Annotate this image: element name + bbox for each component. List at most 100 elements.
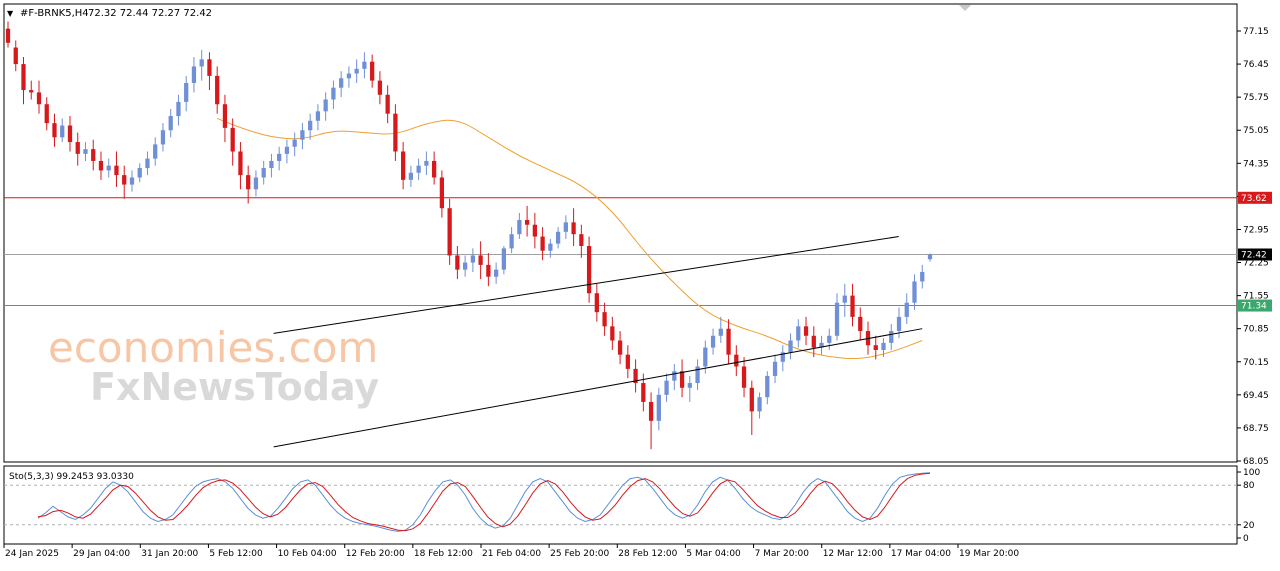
candle-body — [796, 326, 801, 341]
price-tick-label: 70.85 — [1243, 325, 1269, 335]
candle-body — [455, 255, 460, 270]
horizontal-levels — [4, 197, 1237, 307]
candle-body — [524, 220, 530, 225]
candle-body — [106, 165, 111, 171]
shift-marker-icon[interactable] — [959, 5, 971, 11]
candle-body — [339, 78, 344, 88]
price-tick-label: 76.45 — [1243, 60, 1269, 70]
stoch-tick-label: 100 — [1243, 468, 1260, 478]
candles — [5, 21, 933, 450]
candle-body — [370, 61, 375, 81]
stoch-tick-label: 80 — [1243, 481, 1255, 491]
candle-body — [912, 281, 917, 303]
stoch-plot-frame — [3, 465, 1238, 545]
candle-body — [749, 387, 754, 412]
candle-body — [548, 243, 553, 251]
candle-body — [21, 64, 26, 91]
candle-body — [710, 335, 716, 348]
time-tick-label: 19 Mar 20:00 — [959, 549, 1019, 559]
candle-body — [617, 340, 623, 355]
candle-body — [610, 326, 615, 341]
candle-body — [656, 394, 661, 421]
price-tick-label: 75.05 — [1243, 126, 1269, 136]
stochastic-oscillator — [4, 472, 1237, 532]
candle-body — [292, 139, 297, 147]
time-tick-label: 28 Feb 12:00 — [618, 549, 677, 559]
candle-body — [44, 104, 49, 124]
candle-body — [284, 146, 290, 154]
candle-body — [346, 73, 352, 79]
candle-body — [718, 328, 723, 336]
candle-body — [486, 264, 491, 277]
time-tick-label: 24 Jan 2025 — [5, 549, 59, 559]
price-tick-label: 75.75 — [1243, 93, 1269, 103]
level-badge — [1238, 191, 1272, 204]
candle-body — [168, 116, 173, 131]
price-tick-label: 68.75 — [1243, 424, 1269, 434]
candle-body — [927, 254, 933, 260]
candle-body — [122, 175, 127, 185]
candle-body — [253, 177, 259, 190]
time-tick-label: 25 Feb 20:00 — [550, 549, 609, 559]
candle-body — [91, 149, 96, 161]
price-tick-label: 68.05 — [1243, 457, 1269, 467]
candle-body — [478, 255, 483, 265]
candle-body — [734, 354, 739, 367]
level-badge-label: 71.34 — [1241, 302, 1267, 312]
candle-body — [811, 335, 816, 348]
candle-body — [222, 104, 228, 128]
candle-body — [881, 342, 886, 350]
time-tick-label: 31 Jan 20:00 — [141, 549, 198, 559]
candle-body — [687, 383, 692, 388]
watermark-fxnewstoday: FxNewsToday — [90, 365, 379, 409]
candle-body — [238, 151, 243, 176]
time-tick-label: 12 Mar 12:00 — [823, 549, 883, 559]
time-tick-label: 21 Feb 04:00 — [482, 549, 541, 559]
chart-menu-icon[interactable]: ▼ — [7, 9, 14, 18]
candle-body — [625, 354, 630, 369]
time-tick-label: 5 Feb 12:00 — [209, 549, 263, 559]
candle-body — [889, 331, 894, 343]
price-tick-label: 70.15 — [1243, 358, 1269, 368]
candle-body — [672, 371, 677, 381]
candle-body — [462, 262, 468, 270]
candle-body — [191, 66, 197, 83]
time-tick-label: 29 Jan 04:00 — [73, 549, 130, 559]
price-tick-label: 72.25 — [1243, 259, 1269, 269]
candle-body — [532, 224, 537, 237]
candle-body — [579, 234, 584, 246]
candle-body — [509, 234, 514, 249]
stoch-k-line — [37, 472, 931, 532]
ohlc-readout: 72.32 72.44 72.27 72.42 — [88, 8, 212, 19]
time-tick-label: 18 Feb 12:00 — [414, 549, 473, 559]
candle-body — [703, 347, 708, 367]
level-badge — [1238, 299, 1272, 312]
candle-body — [261, 168, 266, 178]
candle-body — [114, 165, 119, 176]
candle-body — [424, 160, 429, 166]
channel-lower-line — [273, 328, 923, 448]
candle-body — [184, 82, 189, 102]
candle-body — [780, 352, 785, 362]
stoch-tick-label: 0 — [1243, 534, 1249, 544]
price-tick-label: 74.35 — [1243, 159, 1269, 169]
stoch-tick-label: 20 — [1243, 521, 1255, 531]
candle-body — [393, 113, 398, 152]
channel-upper-line — [273, 236, 899, 334]
time-axis: 24 Jan 2025 29 Jan 04:00 31 Jan 20:00 5 Feb… — [3, 544, 1019, 559]
candle-body — [772, 361, 778, 376]
stochastic-title: Sto(5,3,3) 99.2453 93.0330 — [9, 472, 134, 482]
candle-body — [160, 130, 166, 145]
candle-body — [153, 144, 158, 159]
candle-body — [571, 222, 576, 235]
price-tick-label: 71.55 — [1243, 292, 1269, 302]
candle-body — [470, 255, 476, 263]
candle-body — [664, 380, 669, 395]
candle-body — [199, 59, 204, 67]
candle-body — [896, 316, 902, 332]
candle-body — [354, 68, 359, 74]
candle-body — [757, 397, 762, 412]
candle-body — [230, 127, 235, 152]
price-tick-label: 72.95 — [1243, 225, 1269, 235]
